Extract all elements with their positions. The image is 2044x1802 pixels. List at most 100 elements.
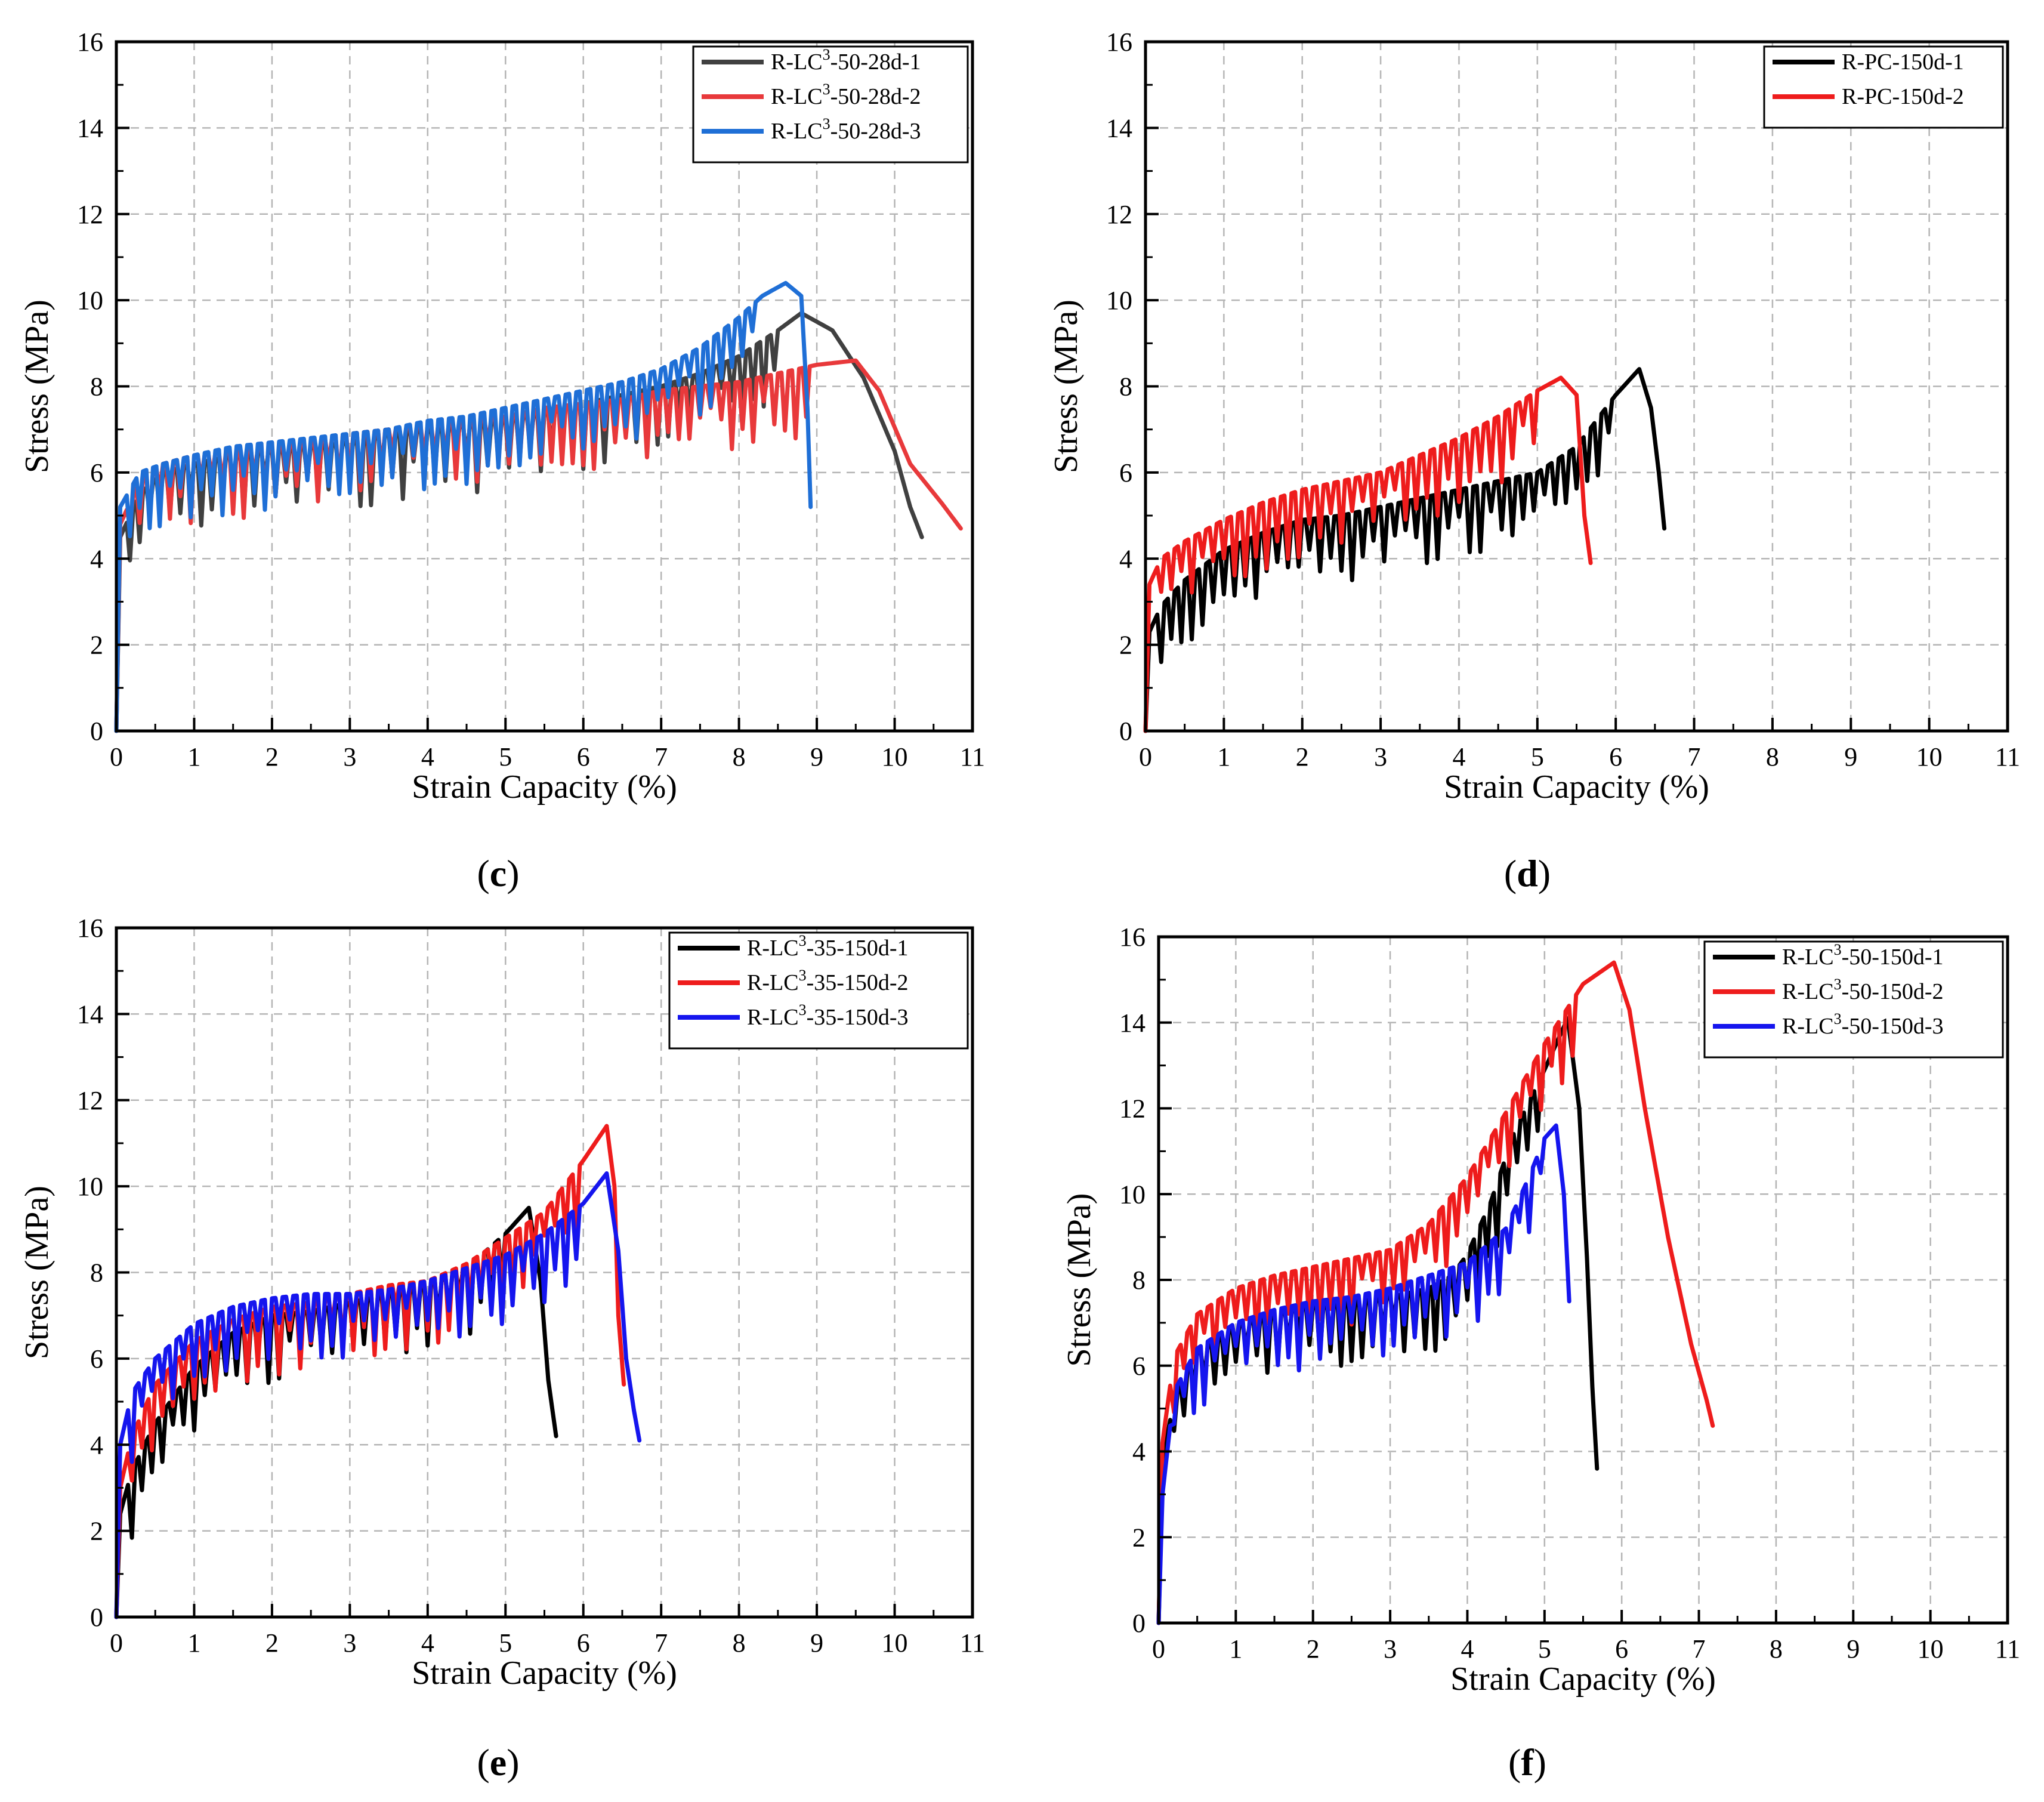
- y-tick-label: 8: [90, 372, 103, 402]
- y-tick-label: 10: [77, 286, 103, 315]
- x-tick-label: 8: [733, 742, 746, 772]
- x-tick-label: 4: [1452, 742, 1465, 772]
- x-tick-label: 4: [421, 1628, 434, 1658]
- y-tick-label: 0: [1119, 717, 1132, 746]
- x-tick-label: 10: [1916, 742, 1943, 772]
- y-tick-label: 2: [90, 631, 103, 660]
- x-tick-label: 2: [1307, 1634, 1320, 1664]
- x-tick-label: 3: [1384, 1634, 1397, 1664]
- y-tick-label: 16: [1119, 922, 1145, 952]
- y-tick-label: 8: [1132, 1266, 1145, 1295]
- x-tick-label: 0: [1139, 742, 1152, 772]
- x-tick-label: 5: [499, 1628, 512, 1658]
- x-axis-title: Strain Capacity (%): [412, 1655, 677, 1692]
- y-tick-label: 6: [1119, 458, 1132, 487]
- legend-entry: R-PC-150d-2: [1842, 84, 1964, 109]
- x-tick-label: 4: [1461, 1634, 1474, 1664]
- x-tick-label: 9: [810, 742, 823, 772]
- panel-caption: (d): [1504, 852, 1551, 894]
- x-tick-label: 1: [1229, 1634, 1242, 1664]
- x-axis-title: Strain Capacity (%): [1444, 769, 1709, 806]
- legend-entry: R-LC3-50-28d-2: [771, 81, 921, 109]
- legend: R-LC3-50-28d-1 R-LC3-50-28d-2 R-LC3-50-28d…: [692, 45, 969, 163]
- y-tick-label: 6: [90, 1344, 103, 1374]
- y-axis-title: Stress (MPa): [1048, 300, 1085, 473]
- y-tick-label: 12: [1106, 200, 1132, 229]
- x-tick-label: 8: [1766, 742, 1779, 772]
- series-line-2: [1156, 960, 1715, 1625]
- x-tick-label: 9: [1844, 742, 1857, 772]
- x-tick-label: 10: [882, 1628, 908, 1658]
- x-tick-label: 1: [187, 742, 200, 772]
- x-tick-label: 1: [1217, 742, 1230, 772]
- x-tick-label: 6: [1609, 742, 1622, 772]
- y-tick-label: 10: [1106, 286, 1132, 315]
- y-tick-label: 10: [77, 1172, 103, 1201]
- legend: R-LC3-35-150d-1 R-LC3-35-150d-2 R-LC3-35-1…: [668, 931, 969, 1050]
- y-tick-label: 12: [1119, 1094, 1145, 1124]
- x-tick-label: 0: [110, 1628, 123, 1658]
- y-tick-label: 0: [90, 717, 103, 746]
- series-line-3: [114, 1171, 642, 1619]
- y-tick-label: 10: [1119, 1180, 1145, 1209]
- y-tick-label: 16: [77, 27, 103, 57]
- panel-caption: (f): [1508, 1741, 1546, 1784]
- x-tick-label: 2: [1296, 742, 1309, 772]
- legend-entry: R-LC3-50-28d-1: [771, 46, 921, 75]
- x-tick-label: 5: [1538, 1634, 1551, 1664]
- x-tick-label: 2: [265, 742, 279, 772]
- legend-entry: R-LC3-35-150d-1: [747, 932, 909, 961]
- x-tick-label: 1: [187, 1628, 200, 1658]
- x-tick-label: 7: [1688, 742, 1701, 772]
- x-tick-label: 3: [343, 742, 356, 772]
- y-tick-label: 2: [1132, 1523, 1145, 1552]
- y-tick-label: 4: [90, 544, 103, 573]
- x-tick-label: 5: [499, 742, 512, 772]
- series-line-2: [1143, 375, 1593, 733]
- legend: R-LC3-50-150d-1 R-LC3-50-150d-2 R-LC3-50-1…: [1703, 940, 2004, 1059]
- y-tick-label: 8: [90, 1258, 103, 1288]
- y-tick-label: 2: [90, 1517, 103, 1546]
- y-axis-title: Stress (MPa): [1061, 1193, 1098, 1367]
- y-tick-label: 6: [90, 458, 103, 487]
- x-tick-label: 3: [343, 1628, 356, 1658]
- series-line-3: [1156, 1123, 1571, 1625]
- x-tick-label: 6: [1615, 1634, 1628, 1664]
- x-tick-label: 11: [1995, 742, 2020, 772]
- x-tick-label: 5: [1531, 742, 1544, 772]
- y-tick-label: 0: [90, 1603, 103, 1632]
- y-tick-label: 0: [1132, 1609, 1145, 1638]
- y-tick-label: 16: [1106, 27, 1132, 57]
- legend-entry: R-LC3-35-150d-2: [747, 967, 909, 995]
- legend-entry: R-LC3-35-150d-3: [747, 1001, 909, 1030]
- x-tick-label: 7: [1693, 1634, 1706, 1664]
- y-axis-title: Stress (MPa): [18, 300, 55, 473]
- y-tick-label: 6: [1132, 1352, 1145, 1381]
- y-tick-label: 4: [1132, 1437, 1145, 1467]
- x-tick-label: 0: [110, 742, 123, 772]
- y-tick-label: 14: [1119, 1008, 1145, 1038]
- panel-caption: (c): [477, 852, 519, 894]
- x-tick-label: 9: [810, 1628, 823, 1658]
- y-tick-label: 12: [77, 200, 103, 229]
- y-tick-label: 14: [77, 113, 103, 143]
- x-tick-label: 9: [1847, 1634, 1860, 1664]
- y-tick-label: 14: [77, 999, 103, 1029]
- y-tick-label: 14: [1106, 113, 1132, 143]
- y-tick-label: 12: [77, 1086, 103, 1115]
- y-axis-title: Stress (MPa): [18, 1186, 55, 1359]
- x-tick-label: 3: [1374, 742, 1387, 772]
- x-tick-label: 11: [960, 742, 985, 772]
- x-tick-label: 6: [577, 1628, 590, 1658]
- x-tick-label: 6: [577, 742, 590, 772]
- y-tick-label: 4: [90, 1430, 103, 1460]
- legend: R-PC-150d-1 R-PC-150d-2: [1763, 45, 2004, 129]
- legend-box: [1703, 940, 2004, 1059]
- series-line-1: [114, 311, 924, 733]
- x-axis-title: Strain Capacity (%): [1450, 1661, 1716, 1698]
- legend-entry: R-LC3-50-150d-2: [1782, 976, 1944, 1004]
